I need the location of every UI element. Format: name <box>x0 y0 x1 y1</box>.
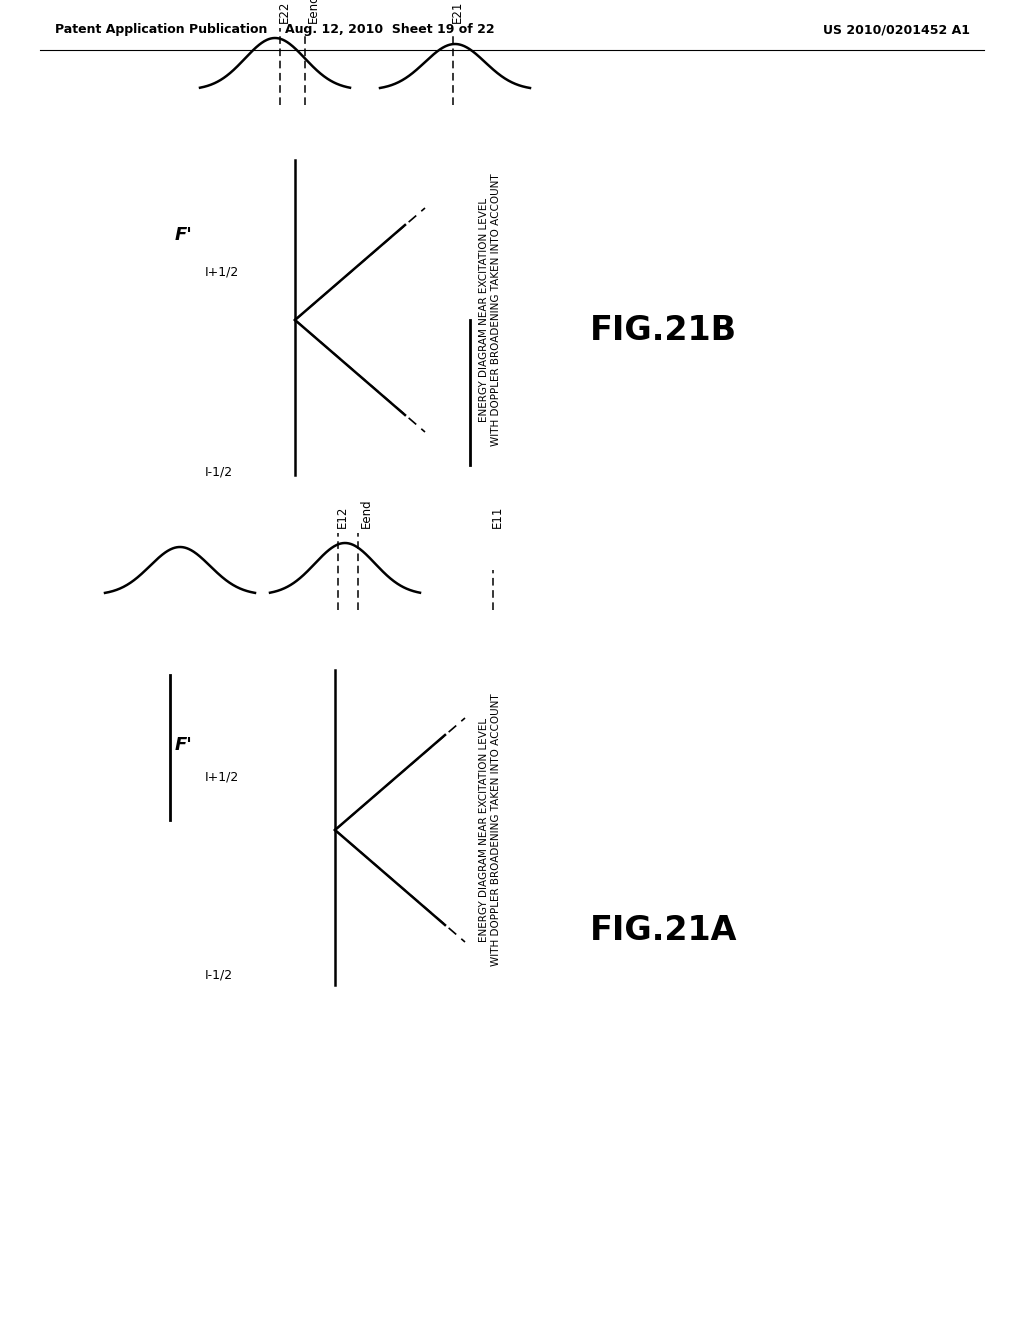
Text: ENERGY DIAGRAM NEAR EXCITATION LEVEL
WITH DOPPLER BROADENING TAKEN INTO ACCOUNT: ENERGY DIAGRAM NEAR EXCITATION LEVEL WIT… <box>479 694 501 966</box>
Text: F': F' <box>175 226 193 244</box>
Text: Aug. 12, 2010  Sheet 19 of 22: Aug. 12, 2010 Sheet 19 of 22 <box>286 24 495 37</box>
Text: Eend: Eend <box>360 499 373 528</box>
Text: I+1/2: I+1/2 <box>205 265 240 279</box>
Text: I-1/2: I-1/2 <box>205 969 233 982</box>
Text: FIG.21A: FIG.21A <box>590 913 737 946</box>
Text: E21: E21 <box>451 0 464 22</box>
Text: E12: E12 <box>336 506 349 528</box>
Text: E22: E22 <box>278 0 291 22</box>
Text: I+1/2: I+1/2 <box>205 771 240 784</box>
Text: US 2010/0201452 A1: US 2010/0201452 A1 <box>823 24 970 37</box>
Text: F': F' <box>175 737 193 754</box>
Text: Patent Application Publication: Patent Application Publication <box>55 24 267 37</box>
Text: ENERGY DIAGRAM NEAR EXCITATION LEVEL
WITH DOPPLER BROADENING TAKEN INTO ACCOUNT: ENERGY DIAGRAM NEAR EXCITATION LEVEL WIT… <box>479 174 501 446</box>
Text: E11: E11 <box>490 506 504 528</box>
Text: I-1/2: I-1/2 <box>205 466 233 479</box>
Text: Eend: Eend <box>307 0 319 22</box>
Text: FIG.21B: FIG.21B <box>590 314 737 346</box>
